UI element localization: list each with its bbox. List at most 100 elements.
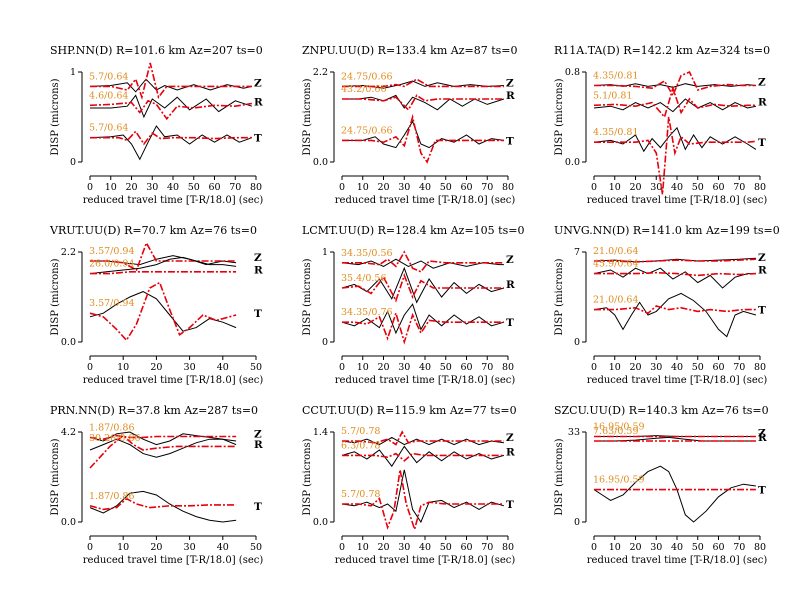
component-label: T: [758, 137, 766, 149]
trace-synthetic-t: [594, 305, 756, 315]
component-label: R: [506, 279, 515, 291]
trace-observed-r: [341, 445, 505, 468]
panel-title: CCUT.UU(D) R=115.9 km Az=77 ts=0: [302, 404, 517, 417]
trace-synthetic-r: [594, 271, 756, 277]
x-tick-label: 30: [184, 362, 196, 373]
x-tick-label: 20: [150, 542, 162, 553]
x-tick-label: 20: [377, 362, 389, 373]
trace-synthetic-t: [90, 130, 252, 146]
x-tick-label: 30: [650, 542, 662, 553]
x-tick-label: 50: [440, 542, 452, 553]
x-tick-label: 40: [217, 362, 229, 373]
trace-annotation: 1.87/0.86: [89, 422, 135, 433]
trace-synthetic-z: [342, 250, 504, 273]
x-tick-label: 10: [357, 542, 369, 553]
x-axis-label: reduced travel time [T-R/18.0] (sec): [83, 375, 264, 386]
component-label: Z: [758, 252, 766, 264]
x-tick-label: 30: [650, 362, 662, 373]
y-axis-label: DISP (microns): [302, 78, 313, 155]
trace-observed-z: [341, 80, 504, 89]
trace-annotation: 3.57/0.94: [89, 298, 135, 309]
panel-r11a: R11A.TA(D) R=142.2 km Az=324 ts=0 0.0 0.8D…: [554, 44, 770, 206]
x-tick-label: 50: [250, 362, 262, 373]
x-tick-label: 50: [250, 542, 262, 553]
trace-synthetic-t: [594, 116, 756, 195]
trace-synthetic-r: [342, 94, 504, 112]
x-tick-label: 10: [357, 362, 369, 373]
trace-annotation: 34.35/0.56: [341, 248, 393, 259]
trace-synthetic-r: [341, 273, 504, 303]
panel-title: UNVG.NN(D) R=141.0 km Az=199 ts=0: [554, 224, 780, 237]
y-tick-label: 1: [322, 247, 328, 258]
trace-observed-r: [593, 98, 757, 113]
x-tick-label: 0: [87, 362, 93, 373]
x-tick-label: 60: [460, 542, 472, 553]
trace-synthetic-r: [342, 452, 504, 462]
x-axis-label: reduced travel time [T-R/18.0] (sec): [335, 195, 516, 206]
x-tick-label: 40: [419, 362, 431, 373]
component-label: T: [254, 133, 262, 145]
x-axis-label: reduced travel time [T-R/18.0] (sec): [335, 375, 516, 386]
x-tick-label: 50: [692, 182, 704, 193]
x-tick-label: 60: [712, 542, 724, 553]
x-tick-label: 40: [167, 182, 179, 193]
x-tick-label: 40: [419, 542, 431, 553]
trace-synthetic-z: [594, 70, 756, 98]
trace-annotation: 4.35/0.81: [593, 127, 639, 138]
x-tick-label: 40: [671, 362, 683, 373]
x-tick-label: 0: [339, 362, 345, 373]
trace-observed-r: [342, 94, 505, 111]
y-tick-label: 0.0: [313, 157, 328, 168]
trace-synthetic-z: [90, 62, 252, 101]
trace-observed-r: [90, 94, 253, 119]
x-tick-label: 0: [591, 542, 597, 553]
x-tick-label: 40: [419, 182, 431, 193]
panel-lcmt: LCMT.UU(D) R=128.4 km Az=105 ts=0 0 1 DISP …: [302, 224, 524, 386]
y-axis-label: DISP (microns): [302, 438, 313, 515]
y-tick-label: 0: [574, 337, 580, 348]
x-tick-label: 10: [117, 362, 129, 373]
x-axis-label: reduced travel time [T-R/18.0] (sec): [83, 195, 264, 206]
x-tick-label: 60: [712, 182, 724, 193]
x-tick-label: 40: [671, 542, 683, 553]
x-tick-label: 60: [460, 362, 472, 373]
trace-annotation: 5.7/0.64: [89, 71, 128, 82]
trace-observed-t: [341, 303, 505, 335]
trace-annotation: 24.75/0.66: [341, 125, 393, 136]
panel-unvg: UNVG.NN(D) R=141.0 km Az=199 ts=0 0 7 DISP …: [554, 224, 780, 386]
x-tick-label: 0: [339, 182, 345, 193]
component-label: Z: [254, 428, 262, 440]
x-tick-label: 20: [377, 542, 389, 553]
x-tick-label: 0: [87, 542, 93, 553]
component-label: R: [758, 432, 767, 444]
component-label: T: [254, 308, 262, 320]
component-label: R: [254, 439, 263, 451]
x-tick-label: 50: [440, 362, 452, 373]
x-axis-label: reduced travel time [T-R/18.0] (sec): [587, 555, 768, 566]
component-label: R: [254, 96, 263, 108]
y-tick-label: 0.0: [313, 517, 328, 528]
panel-title: PRN.NN(D) R=37.8 km Az=287 ts=0: [50, 404, 258, 417]
y-tick-label: 7: [574, 247, 580, 258]
y-tick-label: 0.8: [565, 67, 580, 78]
trace-annotation: 5.7/0.78: [341, 426, 380, 437]
trace-observed-t: [89, 125, 253, 161]
y-tick-label: 0: [322, 337, 328, 348]
x-tick-label: 10: [609, 182, 621, 193]
x-tick-label: 70: [481, 182, 493, 193]
x-tick-label: 20: [629, 182, 641, 193]
component-label: R: [758, 265, 767, 277]
trace-annotation: 24.75/0.66: [341, 71, 393, 82]
x-tick-label: 70: [481, 362, 493, 373]
panel-title: VRUT.UU(D) R=70.7 km Az=76 ts=0: [49, 224, 257, 237]
component-label: R: [506, 446, 515, 458]
x-tick-label: 80: [754, 182, 766, 193]
trace-annotation: 1.87/0.86: [89, 491, 135, 502]
component-label: T: [506, 317, 514, 329]
trace-observed-t: [342, 120, 504, 149]
x-tick-label: 50: [188, 182, 200, 193]
component-label: Z: [254, 77, 262, 89]
trace-annotation: 34.35/0.76: [341, 307, 393, 318]
trace-annotation: 21.0/0.64: [593, 295, 639, 306]
trace-annotation: 16.95/0.59: [593, 475, 645, 486]
